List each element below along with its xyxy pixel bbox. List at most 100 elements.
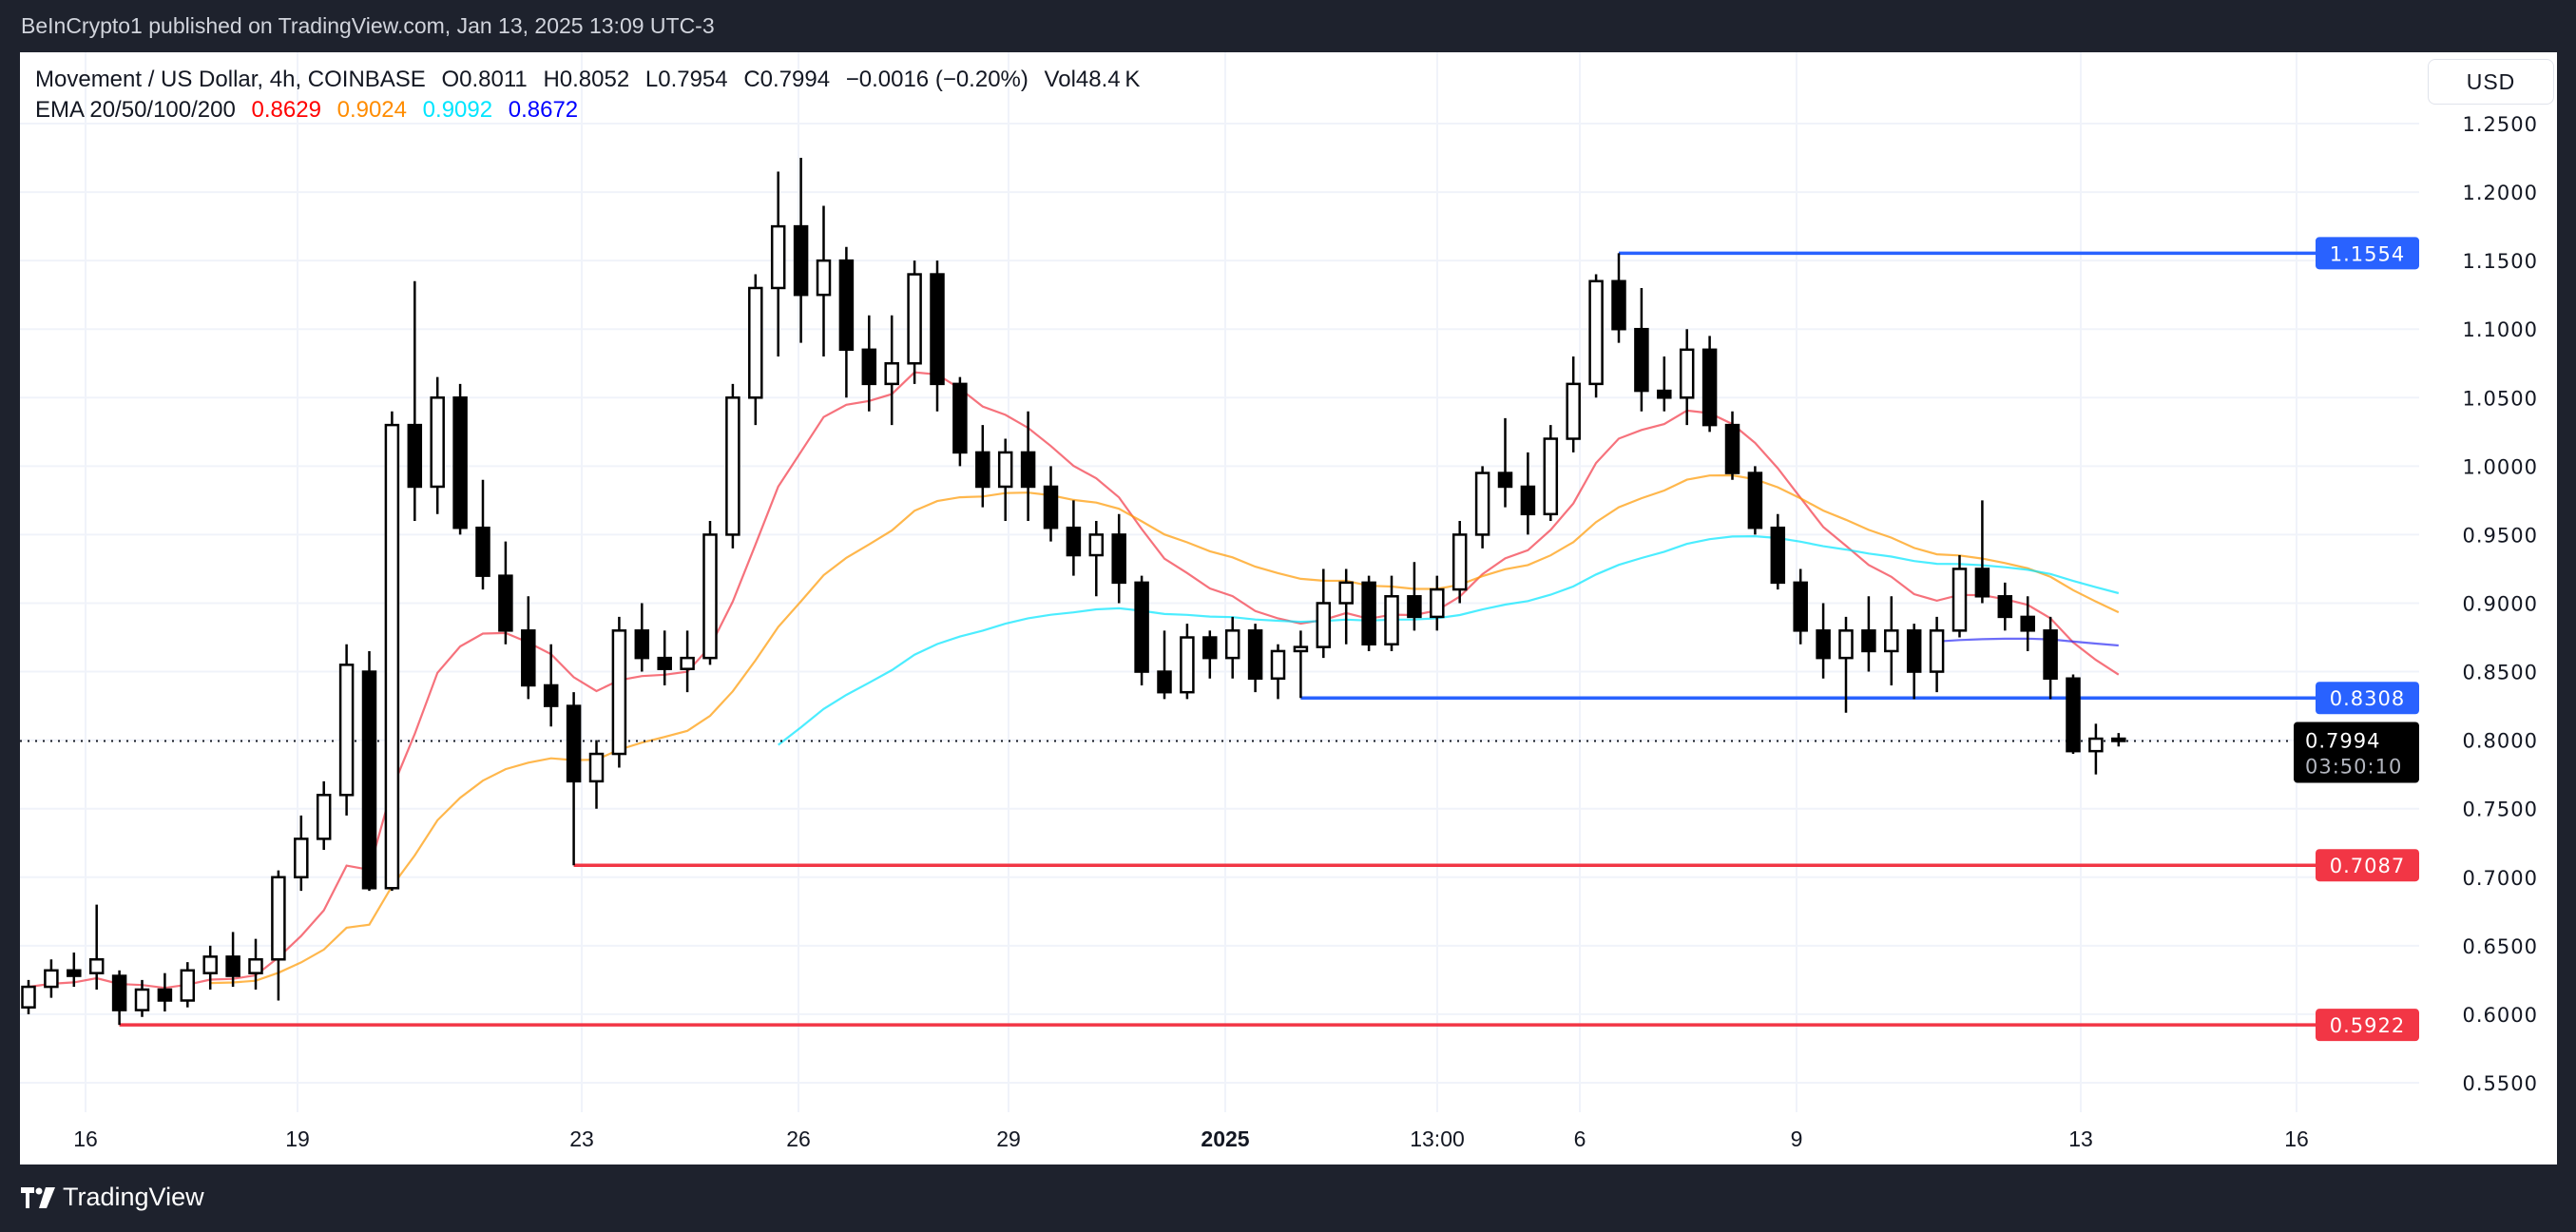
- ema200-value: 0.8672: [508, 97, 579, 123]
- time-axis-label: 2025: [1201, 1126, 1249, 1151]
- candle-bearish: [1611, 279, 1626, 331]
- candle-bearish: [543, 683, 559, 707]
- volume: Vol48.4 K: [1044, 67, 1141, 92]
- price-level-badge-text: 0.8308: [2330, 687, 2405, 710]
- candle-bullish: [1474, 472, 1490, 536]
- ohlc-high: H0.8052: [543, 67, 630, 92]
- time-axis-label: 23: [569, 1126, 594, 1151]
- candle-bullish: [2088, 737, 2104, 753]
- candle-bearish: [407, 423, 423, 489]
- candle-bearish: [1793, 581, 1808, 632]
- price-axis-label: 1.2000: [2463, 182, 2538, 204]
- candle-bullish: [1430, 587, 1445, 619]
- candle-bearish: [1361, 581, 1376, 645]
- symbol-title[interactable]: Movement / US Dollar, 4h, COINBASE: [35, 67, 426, 92]
- tradingview-logo-icon: [21, 1186, 55, 1208]
- candle-bullish: [134, 988, 150, 1011]
- price-level-badge: [2316, 237, 2419, 270]
- price-axis-label: 1.1000: [2463, 318, 2538, 341]
- price-axis-label: 0.6500: [2463, 935, 2538, 958]
- candle-bearish: [1724, 423, 1740, 474]
- time-axis-label: 29: [996, 1126, 1021, 1151]
- candle-bullish: [725, 396, 740, 536]
- candle-bearish: [111, 974, 127, 1011]
- candle-bearish: [1747, 472, 1763, 529]
- candle-bearish: [1043, 485, 1059, 529]
- candle-bearish: [952, 382, 968, 454]
- price-level-badge: [2316, 682, 2419, 715]
- candle-bearish: [1861, 629, 1876, 653]
- candle-bullish: [248, 958, 263, 974]
- candle-bearish: [452, 396, 468, 529]
- last-price-text: 0.7994: [2305, 729, 2380, 752]
- candle-bullish: [180, 969, 196, 1002]
- ohlc-open: O0.8011: [441, 67, 528, 92]
- candle-bearish: [1202, 636, 1218, 660]
- candle-bullish: [997, 451, 1013, 489]
- time-axis-label: 6: [1574, 1126, 1586, 1151]
- candle-bullish: [271, 876, 286, 961]
- candle-bullish: [1384, 595, 1399, 645]
- symbol-legend: Movement / US Dollar, 4h, COINBASE O0.80…: [35, 67, 1149, 93]
- candle-bullish: [1293, 645, 1309, 653]
- candle-bullish: [384, 423, 400, 890]
- candle-bearish: [1770, 526, 1786, 585]
- time-axis-label: 16: [73, 1126, 98, 1151]
- candle-bearish: [2020, 615, 2035, 632]
- candle-bearish: [1111, 533, 1126, 585]
- candle-bullish: [611, 629, 627, 756]
- currency-button[interactable]: USD: [2428, 59, 2554, 105]
- price-axis-label: 0.7000: [2463, 867, 2538, 890]
- candle-bearish: [1906, 629, 1922, 673]
- candle-bearish: [521, 629, 536, 687]
- price-axis-label: 1.0000: [2463, 455, 2538, 478]
- candle-bearish: [793, 224, 809, 297]
- candle-bullish: [1929, 629, 1945, 673]
- time-axis-label: 26: [786, 1126, 811, 1151]
- time-axis-label: 13: [2068, 1126, 2093, 1151]
- candle-bullish: [884, 361, 899, 386]
- ema50-line: [210, 473, 2120, 985]
- candle-bearish: [2066, 677, 2081, 753]
- time-axis-label: 19: [285, 1126, 310, 1151]
- candle-bearish: [1497, 472, 1513, 489]
- ema100-value: 0.9092: [422, 97, 493, 123]
- price-level-badge: [2316, 1009, 2419, 1042]
- price-axis-label: 1.2500: [2463, 113, 2538, 136]
- candle-bearish: [634, 629, 650, 660]
- price-axis-label: 0.8500: [2463, 662, 2538, 684]
- candle-bearish: [1020, 451, 1036, 489]
- candle-bearish: [225, 955, 240, 977]
- candle-bearish: [1974, 568, 1990, 598]
- chart-panel[interactable]: [20, 52, 2557, 1165]
- candle-bearish: [1634, 327, 1649, 393]
- ema20-value: 0.8629: [251, 97, 321, 123]
- candle-bullish: [202, 955, 218, 974]
- candle-bullish: [44, 969, 59, 989]
- candle-bearish: [498, 574, 513, 632]
- candle-bullish: [680, 656, 695, 670]
- price-level-badge-text: 0.5922: [2330, 1014, 2405, 1037]
- price-axis-label: 0.7500: [2463, 799, 2538, 821]
- last-price-badge: [2294, 722, 2419, 783]
- time-axis-label: 13:00: [1410, 1126, 1465, 1151]
- candle-bullish: [1088, 533, 1105, 557]
- ohlc-low: L0.7954: [644, 67, 728, 92]
- ema20-line: [28, 371, 2120, 990]
- price-level-badge-text: 1.1554: [2330, 242, 2405, 265]
- price-change: −0.0016 (−0.20%): [845, 67, 1028, 92]
- tradingview-logo[interactable]: TradingView: [21, 1183, 204, 1212]
- price-level-badge: [2316, 849, 2419, 882]
- publish-info: BeInCrypto1 published on TradingView.com…: [21, 13, 715, 38]
- candle-bullish: [1270, 649, 1286, 681]
- candle-bearish: [67, 969, 82, 977]
- candle-bullish: [588, 752, 605, 783]
- price-axis-label: 0.9500: [2463, 524, 2538, 547]
- ema-label[interactable]: EMA 20/50/100/200: [35, 97, 236, 123]
- candle-bearish: [1247, 629, 1263, 681]
- candle-bearish: [930, 273, 945, 386]
- candle-bullish: [88, 958, 105, 974]
- ohlc-close: C0.7994: [743, 67, 831, 92]
- candle-bearish: [861, 348, 877, 386]
